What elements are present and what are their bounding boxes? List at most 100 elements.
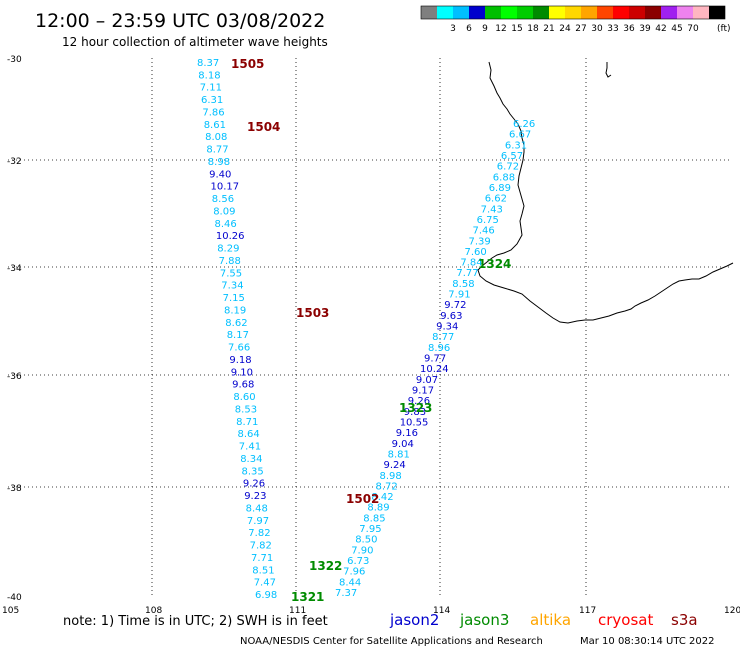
wave-height-reading: 8.18 (198, 70, 220, 81)
legend-label: 15 (511, 24, 522, 34)
wave-height-reading: 8.42 (371, 492, 393, 503)
lat-label-36: -36 (7, 372, 22, 382)
wave-height-reading: 8.71 (236, 417, 258, 428)
legend-label: 33 (607, 24, 618, 34)
wave-height-reading: 8.98 (380, 471, 402, 482)
wave-height-reading: 8.61 (204, 120, 226, 131)
graticule (8, 58, 732, 598)
wave-height-reading: 8.64 (238, 429, 260, 440)
wave-height-reading: 7.55 (220, 268, 242, 279)
wave-height-reading: 8.35 (242, 466, 264, 477)
wave-height-reading: 8.62 (225, 318, 247, 329)
wave-height-reading: 7.82 (250, 541, 272, 552)
wave-height-reading: 6.98 (255, 590, 277, 601)
wave-height-reading: 7.84 (460, 258, 482, 269)
wave-height-reading: 9.04 (392, 439, 414, 450)
wave-height-reading: 8.17 (227, 330, 249, 341)
wave-height-reading: 9.72 (444, 300, 466, 311)
lat-label-38: -38 (7, 484, 22, 494)
wave-height-reading: 8.89 (367, 503, 389, 514)
satellite-jason3: jason3 (459, 611, 509, 629)
wave-height-reading: 8.46 (215, 219, 237, 230)
wave-height-reading: 7.11 (200, 83, 222, 94)
wave-height-reading: 7.66 (228, 343, 250, 354)
wave-height-reading: 8.72 (376, 481, 398, 492)
wave-height-reading: 8.53 (235, 404, 257, 415)
wave-height-reading: 7.39 (469, 236, 491, 247)
wave-height-reading: 8.51 (252, 565, 274, 576)
lat-label-34: -34 (7, 264, 22, 274)
legend-swatch (469, 6, 485, 19)
legend-label: 6 (466, 24, 472, 34)
legend-label: 18 (527, 24, 539, 34)
legend-label: 30 (591, 24, 603, 34)
legend-swatch (661, 6, 677, 19)
wave-height-reading: 8.37 (197, 58, 219, 69)
legend-swatch (565, 6, 581, 19)
wave-height-reading: 6.75 (477, 215, 499, 226)
wave-height-reading: 6.31 (505, 140, 527, 151)
lon-label-108: 108 (145, 606, 162, 616)
pass-labels: 1505 1504 1503 1502 1324 1323 1322 1321 (231, 57, 511, 604)
wave-height-reading: 8.81 (388, 449, 410, 460)
wave-height-reading: 8.19 (224, 305, 246, 316)
legend-label: 21 (543, 24, 554, 34)
wave-height-reading: 7.97 (247, 516, 269, 527)
wave-height-legend: 3 6 9 12 15 18 21 24 27 30 33 36 39 42 45 70 (420, 5, 726, 34)
map-subtitle: 12 hour collection of altimeter wave hei… (62, 35, 328, 49)
wave-height-reading: 9.26 (243, 479, 265, 490)
legend-swatch (677, 6, 693, 19)
footer-credit: NOAA/NESDIS Center for Satellite Applica… (240, 636, 543, 647)
wave-height-reading: 7.41 (239, 442, 261, 453)
wave-height-reading: 7.77 (456, 268, 478, 279)
wave-height-reading: 10.17 (211, 182, 240, 193)
wave-height-reading: 7.34 (221, 281, 243, 292)
wave-height-reading: 9.16 (396, 428, 418, 439)
wave-height-reading: 6.26 (513, 119, 535, 130)
wave-height-reading: 7.86 (202, 108, 224, 119)
legend-swatch (629, 6, 645, 19)
wave-height-reading: 7.91 (448, 290, 470, 301)
wave-height-reading: 8.08 (205, 132, 227, 143)
wave-height-reading: 9.18 (229, 355, 251, 366)
legend-swatch (597, 6, 613, 19)
lat-label-32: -32 (7, 157, 22, 167)
wave-height-reading: 7.96 (343, 567, 365, 578)
legend-label: 45 (671, 24, 682, 34)
wave-height-reading: 7.82 (248, 528, 270, 539)
legend-swatch (453, 6, 469, 19)
legend-swatch (709, 6, 725, 19)
legend-swatch (549, 6, 565, 19)
pass-label: 1324 (478, 257, 511, 271)
legend-border (420, 5, 726, 20)
wave-height-reading: 8.44 (339, 577, 361, 588)
legend-swatch (693, 6, 709, 19)
wave-height-reading: 9.10 (231, 367, 253, 378)
wave-height-reading: 7.47 (254, 578, 276, 589)
wave-height-reading: 9.24 (384, 460, 406, 471)
wave-height-reading: 9.26 (408, 396, 430, 407)
wave-height-reading: 9.23 (244, 491, 266, 502)
wave-height-reading: 9.63 (440, 311, 462, 322)
legend-swatch (581, 6, 597, 19)
pass-label: 1322 (309, 559, 342, 573)
wave-height-reading: 9.68 (232, 380, 254, 391)
legend-swatch (645, 6, 661, 19)
legend-label: 42 (655, 24, 666, 34)
legend-label: 12 (495, 24, 506, 34)
wave-height-reading: 7.15 (223, 293, 245, 304)
wave-height-reading: 8.50 (355, 535, 377, 546)
note-text: note: 1) Time is in UTC; 2) SWH is in fe… (63, 614, 328, 629)
wave-height-reading: 7.46 (473, 226, 495, 237)
lon-label-117: 117 (579, 606, 596, 616)
legend-swatch (421, 6, 437, 19)
wave-height-reading: 7.43 (481, 204, 503, 215)
wave-height-reading: 8.48 (246, 503, 268, 514)
pass-label: 1321 (291, 590, 324, 604)
satellite-jason2: jason2 (389, 611, 439, 629)
pass-label: 1505 (231, 57, 264, 71)
wave-height-reading: 8.77 (206, 145, 228, 156)
satellite-cryosat: cryosat (598, 611, 653, 629)
wave-height-reading: 7.37 (335, 588, 357, 599)
legend-label: 27 (575, 24, 586, 34)
